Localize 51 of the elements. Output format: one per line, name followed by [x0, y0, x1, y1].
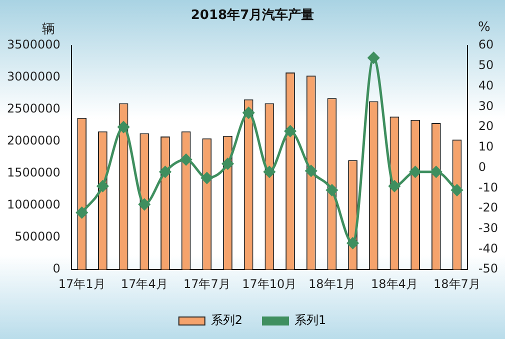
point: [159, 166, 171, 178]
y2-tick-label: 40: [478, 78, 494, 92]
point: [388, 180, 400, 192]
x-tick-label: 18年7月: [434, 276, 480, 291]
y2-tick-label: -30: [478, 221, 498, 235]
y2-tick-label: -50: [478, 262, 498, 276]
point: [264, 166, 276, 178]
y2-tick-label: 0: [478, 160, 486, 174]
y-tick-label: 3000000: [6, 70, 60, 84]
y2-tick-label: -20: [478, 200, 498, 215]
y-tick-label: 2500000: [6, 102, 60, 116]
point: [118, 121, 130, 133]
point: [180, 154, 192, 166]
point: [451, 184, 463, 196]
point: [201, 172, 213, 184]
point: [410, 166, 422, 178]
y-tick-label: 3500000: [6, 38, 60, 52]
legend-label: 系列2: [210, 313, 243, 328]
x-tick-label: 17年7月: [183, 276, 230, 291]
y-tick-label: 500000: [14, 230, 60, 244]
x-tick-label: 17年10月: [242, 276, 297, 291]
point: [76, 206, 88, 218]
point: [368, 52, 380, 64]
point: [305, 165, 317, 177]
point: [430, 166, 442, 178]
y2-tick-label: 60: [478, 38, 494, 52]
y-tick-label: 1500000: [6, 166, 60, 180]
point: [284, 125, 296, 137]
chart-title: 2018年7月汽车产量: [190, 7, 314, 24]
y2-tick-label: -40: [478, 241, 498, 256]
y-tick-label: 2000000: [6, 134, 60, 148]
legend-label: 系列1: [294, 313, 326, 328]
y-axis-title: 辆: [42, 21, 55, 38]
x-tick-label: 18年4月: [371, 276, 418, 291]
point: [347, 237, 359, 249]
y-tick-label: 1000000: [6, 198, 60, 212]
x-tick-label: 17年1月: [58, 276, 106, 291]
point: [138, 198, 150, 210]
y2-tick-label: 10: [478, 140, 494, 154]
point: [222, 158, 234, 170]
y-tick-label: 0: [52, 262, 60, 276]
x-tick-label: 18年1月: [308, 276, 356, 291]
x-tick-label: 17年4月: [120, 276, 168, 291]
point: [326, 184, 338, 196]
point: [96, 180, 108, 192]
point: [242, 107, 254, 119]
y2-tick-label: -10: [478, 180, 498, 194]
y2-tick-label: 20: [478, 119, 494, 134]
y2-tick-label: 50: [478, 58, 494, 72]
y2-axis-title: %: [478, 20, 490, 35]
y2-tick-label: 30: [478, 98, 494, 113]
